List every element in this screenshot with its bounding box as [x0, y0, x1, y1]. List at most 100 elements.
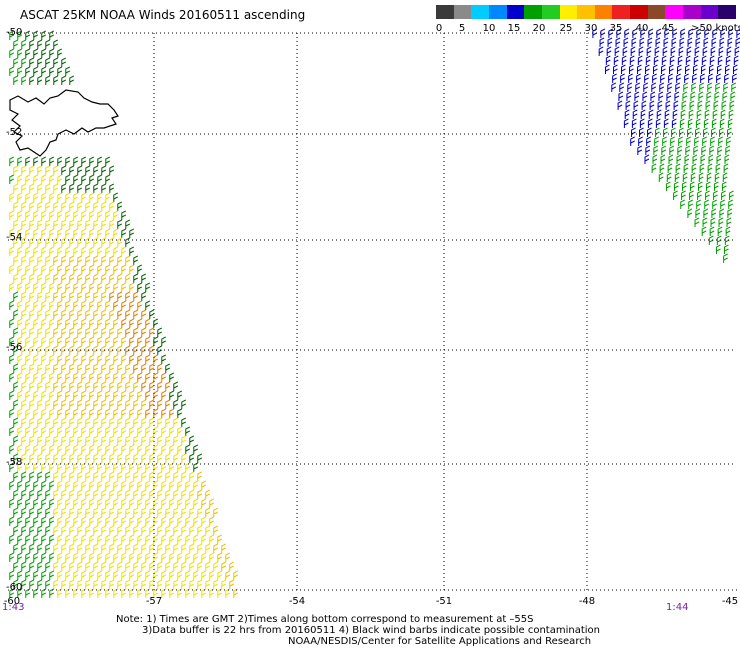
- wind-barb: [201, 570, 207, 580]
- wind-barb: [17, 372, 23, 382]
- wind-barb: [229, 561, 235, 571]
- wind-barb: [41, 300, 47, 310]
- wind-barb: [101, 237, 107, 247]
- wind-barb: [133, 273, 139, 283]
- wind-barb: [89, 372, 95, 382]
- wind-barb: [69, 345, 75, 355]
- wind-barb: [653, 145, 659, 155]
- wind-barb: [133, 327, 139, 337]
- wind-barb: [77, 309, 83, 319]
- wind-barb: [89, 390, 95, 400]
- wind-barb: [97, 354, 103, 364]
- wind-barb: [97, 516, 103, 526]
- wind-barb: [33, 588, 39, 598]
- wind-barb: [689, 190, 694, 200]
- wind-barb: [113, 372, 119, 382]
- wind-barb: [77, 399, 83, 409]
- wind-barb: [620, 73, 625, 83]
- wind-barb: [679, 118, 685, 128]
- wind-barb: [61, 291, 67, 301]
- wind-barb: [169, 426, 175, 436]
- wind-barb: [61, 435, 67, 445]
- wind-barb: [710, 136, 715, 146]
- wind-barb: [73, 480, 79, 490]
- wind-barb: [711, 208, 717, 218]
- wind-barb: [13, 453, 19, 463]
- wind-barb: [101, 273, 107, 283]
- wind-barb: [109, 525, 115, 535]
- wind-barb: [719, 37, 725, 47]
- wind-barb: [21, 543, 27, 553]
- wind-barb: [89, 174, 95, 184]
- wind-barb: [73, 174, 79, 184]
- wind-barb: [221, 543, 227, 553]
- wind-barb: [93, 561, 99, 571]
- wind-barb: [635, 82, 641, 92]
- wind-barb: [21, 453, 27, 463]
- wind-barb: [713, 181, 719, 191]
- wind-barb: [9, 498, 15, 508]
- wind-barb: [25, 264, 31, 274]
- wind-barb: [683, 82, 689, 92]
- wind-barb: [117, 309, 123, 319]
- wind-barb: [49, 552, 55, 562]
- wind-barb: [177, 426, 183, 436]
- wind-barb: [676, 154, 682, 164]
- wind-barb: [145, 516, 151, 526]
- wind-barb: [181, 471, 187, 481]
- wind-barb: [25, 408, 31, 418]
- wind-barb: [688, 199, 693, 209]
- wind-barb: [21, 561, 27, 571]
- wind-barb: [93, 525, 99, 535]
- wind-barb: [109, 507, 115, 517]
- wind-barb: [671, 127, 676, 137]
- wind-barb: [9, 570, 15, 580]
- wind-barb: [726, 217, 732, 227]
- wind-barb: [700, 154, 706, 164]
- wind-barb: [607, 37, 613, 47]
- wind-barb: [65, 408, 71, 418]
- wind-barb: [173, 417, 179, 427]
- wind-barb: [77, 507, 83, 517]
- wind-barb: [57, 192, 63, 202]
- wind-barb: [85, 219, 91, 229]
- wind-barb: [9, 264, 15, 274]
- wind-barb: [17, 444, 23, 454]
- wind-barb: [217, 534, 223, 544]
- wind-barb: [681, 100, 687, 110]
- wind-barb: [137, 444, 143, 454]
- wind-barb: [69, 273, 75, 283]
- wind-barb: [45, 237, 51, 247]
- legend-color-swatch: [506, 5, 525, 19]
- wind-barb: [85, 183, 91, 193]
- wind-barb: [714, 91, 720, 101]
- wind-barb: [141, 381, 147, 391]
- wind-barb: [129, 408, 135, 418]
- wind-barb: [684, 73, 689, 83]
- wind-barb: [193, 516, 199, 526]
- wind-barb: [647, 37, 653, 47]
- wind-barb: [29, 453, 35, 463]
- wind-barb: [137, 408, 143, 418]
- wind-barb: [201, 480, 207, 490]
- wind-barb: [33, 570, 39, 580]
- wind-barb: [161, 336, 167, 346]
- wind-barb: [57, 336, 63, 346]
- wind-barb: [714, 172, 720, 182]
- wind-barb: [630, 136, 635, 146]
- wind-barb: [716, 73, 721, 83]
- wind-barb: [49, 210, 55, 220]
- wind-barb: [213, 543, 219, 553]
- wind-barb: [25, 372, 31, 382]
- wind-barb: [69, 309, 75, 319]
- wind-barb: [81, 390, 87, 400]
- wind-barb: [49, 300, 55, 310]
- wind-barb: [113, 516, 119, 526]
- wind-barb: [153, 462, 159, 472]
- legend-color-swatch: [577, 5, 596, 19]
- wind-barb: [145, 408, 151, 418]
- wind-barb: [702, 136, 707, 146]
- wind-barb: [726, 136, 731, 146]
- wind-barb: [65, 264, 71, 274]
- wind-barb: [639, 37, 645, 47]
